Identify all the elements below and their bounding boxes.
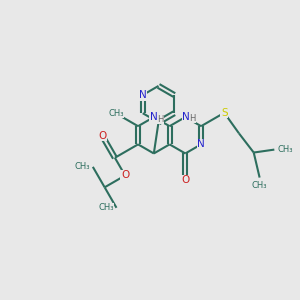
Text: N: N [182,112,190,122]
Text: CH₃: CH₃ [98,203,113,212]
Text: H: H [190,114,196,123]
Text: CH₃: CH₃ [252,181,267,190]
Text: O: O [181,175,190,185]
Text: N: N [197,140,205,149]
Text: CH₃: CH₃ [109,109,124,118]
Text: S: S [221,108,228,118]
Text: O: O [98,131,106,141]
Text: N: N [139,90,147,100]
Text: CH₃: CH₃ [277,145,293,154]
Text: CH₃: CH₃ [74,162,90,171]
Text: N: N [150,112,158,122]
Text: N: N [197,140,205,149]
Text: O: O [121,170,129,181]
Text: H: H [157,115,164,124]
